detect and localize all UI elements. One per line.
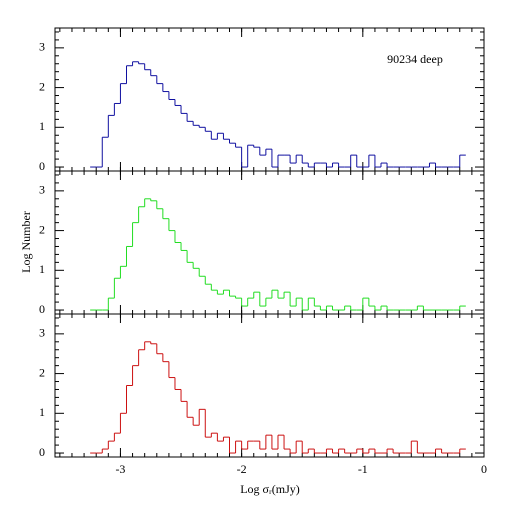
annotation: 90234 deep [387, 52, 443, 66]
y-tick-label: 1 [39, 262, 45, 276]
y-tick-label: 3 [39, 326, 45, 340]
y-tick-label: 2 [39, 365, 45, 379]
x-tick-label: -3 [115, 462, 125, 476]
y-tick-label: 0 [39, 445, 45, 459]
x-tick-label: -1 [358, 462, 368, 476]
y-tick-label: 3 [39, 183, 45, 197]
panel-frame [54, 313, 485, 458]
x-tick-label: -2 [237, 462, 247, 476]
y-tick-label: 1 [39, 119, 45, 133]
y-tick-label: 2 [39, 79, 45, 93]
x-tick-label: 0 [481, 462, 487, 476]
y-tick-label: 0 [39, 302, 45, 316]
y-axis-label: Log Number [19, 211, 33, 273]
x-axis-label: Log σᵣ(mJy) [240, 482, 300, 496]
y-tick-label: 2 [39, 222, 45, 236]
y-tick-label: 0 [39, 159, 45, 173]
y-tick-label: 1 [39, 405, 45, 419]
panel-frame [54, 170, 485, 315]
y-tick-label: 3 [39, 40, 45, 54]
